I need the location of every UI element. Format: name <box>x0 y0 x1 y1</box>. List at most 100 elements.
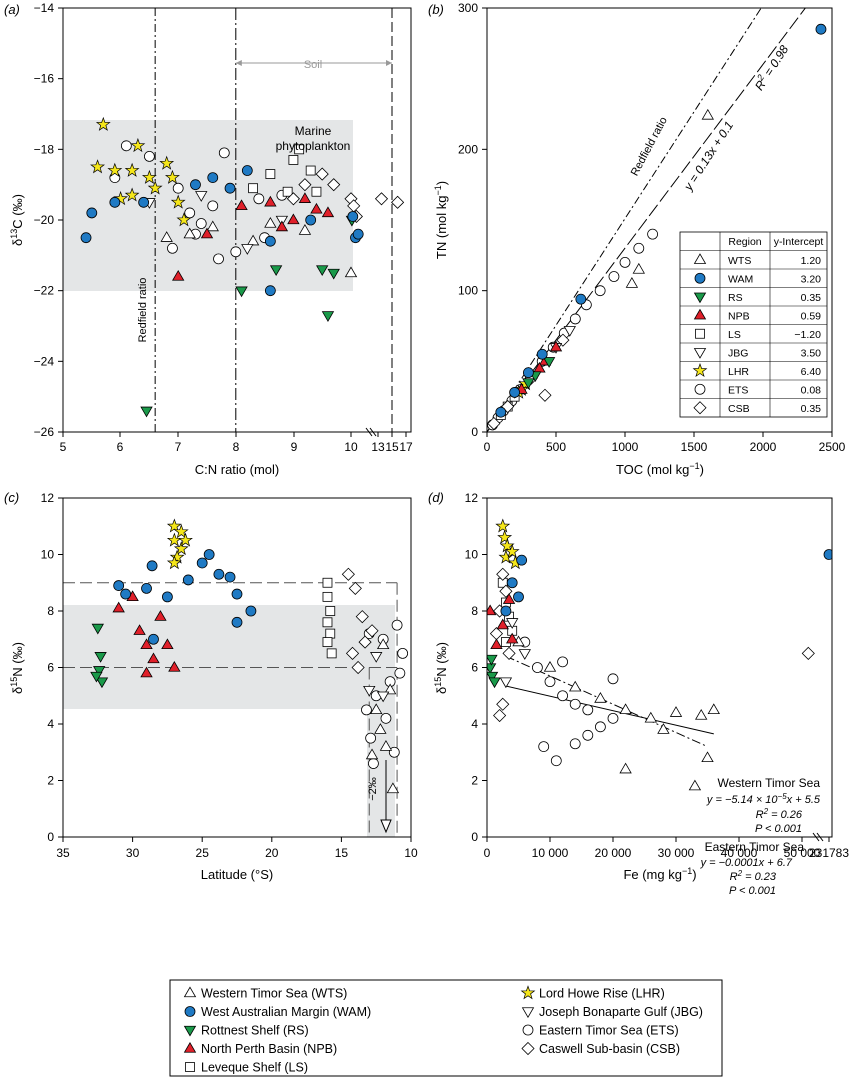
panel-b-redfield-label: Redfield ratio <box>629 115 670 178</box>
table-header-region: Region <box>728 236 761 248</box>
point-lhr <box>497 529 513 544</box>
panel-c-xtick-label: 10 <box>404 846 418 860</box>
point-rs <box>488 677 501 689</box>
point-wts <box>619 762 632 774</box>
point-ets <box>594 285 606 297</box>
point-wam <box>523 367 534 379</box>
point-npb <box>168 660 181 672</box>
panel-d-wts-title: Western Timor Sea <box>718 776 821 790</box>
panel-b-letter: (b) <box>428 2 444 17</box>
point-jbg <box>195 191 208 202</box>
legend-marker-ls <box>185 1062 195 1072</box>
panel-a-axis-break <box>365 427 373 437</box>
panel-d-ytick-label: 8 <box>471 604 478 618</box>
point-lhr <box>147 180 163 195</box>
panel-c-ytick-label: 6 <box>47 661 54 675</box>
panel-a-ylabel: δ13C (‰) <box>9 194 25 246</box>
point-lhr <box>141 169 157 184</box>
point-lhr <box>166 555 182 570</box>
point-lhr <box>124 162 140 177</box>
point-ets <box>380 712 392 724</box>
point-ets <box>647 228 658 240</box>
point-ets <box>388 746 400 758</box>
point-wts <box>183 227 196 239</box>
panel-a-xtick-label: 15 <box>385 440 399 454</box>
point-csb <box>538 388 552 402</box>
point-ets <box>569 313 581 325</box>
panel-d-ets-equation: y = −0.0001x + 6.7 <box>700 857 793 869</box>
point-ls <box>322 577 333 588</box>
table-region: RS <box>728 292 743 304</box>
point-wam <box>148 633 159 645</box>
panel-b-ytick-label: 300 <box>458 1 478 15</box>
point-rs <box>140 406 153 418</box>
panel-b-r2: R2 = 0.98 <box>750 41 791 93</box>
point-lhr <box>95 116 111 131</box>
point-ets <box>361 704 372 716</box>
point-lhr <box>113 190 129 206</box>
table-intercept: 0.35 <box>801 292 822 304</box>
panel-d-ytick-label: 0 <box>471 830 478 844</box>
point-wam <box>231 588 243 600</box>
point-rs <box>542 357 556 368</box>
panel-a-ytick-label: −26 <box>34 425 55 439</box>
point-jbg <box>506 618 519 629</box>
panel-d-xtick-label: 40 000 <box>721 846 758 860</box>
legend-marker-jbg <box>521 1007 535 1019</box>
point-csb <box>351 660 365 675</box>
point-rs <box>316 265 329 277</box>
point-wts <box>657 723 670 734</box>
panel-b: (b) 0 500 1000 1500 2000 2500 0 100 200 300 TOC … <box>428 1 846 477</box>
point-ets <box>365 732 377 744</box>
point-wts <box>625 277 639 288</box>
point-npb <box>487 604 497 616</box>
table-marker-ets <box>694 383 706 395</box>
point-lhr <box>178 532 193 547</box>
point-ets <box>582 704 594 716</box>
point-csb <box>345 646 360 660</box>
point-wam <box>80 232 92 244</box>
point-csb <box>348 581 362 595</box>
panel-a-phytoplankton-label: phytoplankton <box>276 139 351 153</box>
point-wts <box>344 266 358 278</box>
panel-a-xtick-label: 9 <box>291 440 298 454</box>
panel-b-ytick-label: 100 <box>458 284 478 298</box>
point-wts <box>594 692 607 703</box>
point-ets <box>253 193 265 205</box>
point-csb <box>502 646 516 660</box>
point-wts <box>376 638 390 650</box>
table-header-intercept: y-Intercept <box>774 236 824 248</box>
point-wam <box>509 387 520 398</box>
point-wam <box>506 577 518 589</box>
point-ets <box>532 662 543 673</box>
panel-d-axis-break <box>812 832 820 842</box>
point-wts <box>701 751 714 763</box>
point-wam <box>823 549 832 560</box>
point-wts <box>160 231 173 242</box>
point-csb <box>496 567 510 581</box>
point-wam <box>213 568 225 580</box>
table-intercept: −1.20 <box>794 329 821 341</box>
point-csb <box>355 610 369 624</box>
point-ets <box>607 673 619 685</box>
point-ets <box>230 246 242 258</box>
panel-d-axis-break <box>816 832 824 842</box>
point-ets <box>538 741 550 752</box>
point-npb <box>140 638 153 650</box>
panel-d: (d) 0 10 000 20 000 30 000 40 000 50 00023178… <box>428 490 849 897</box>
point-wts <box>707 703 720 715</box>
panel-d-xtick-label: 20 000 <box>595 846 632 860</box>
point-wam <box>264 235 276 247</box>
point-ets <box>218 147 230 159</box>
point-npb <box>549 340 563 352</box>
point-wts <box>383 683 397 695</box>
point-npb <box>140 666 153 678</box>
point-ls <box>311 186 322 197</box>
point-npb <box>298 192 312 203</box>
point-ls <box>248 183 258 194</box>
point-lhr <box>124 187 140 202</box>
point-wam <box>347 211 359 222</box>
point-rs <box>94 652 107 663</box>
point-ets <box>213 253 224 265</box>
legend-marker-lhr <box>520 985 536 1000</box>
